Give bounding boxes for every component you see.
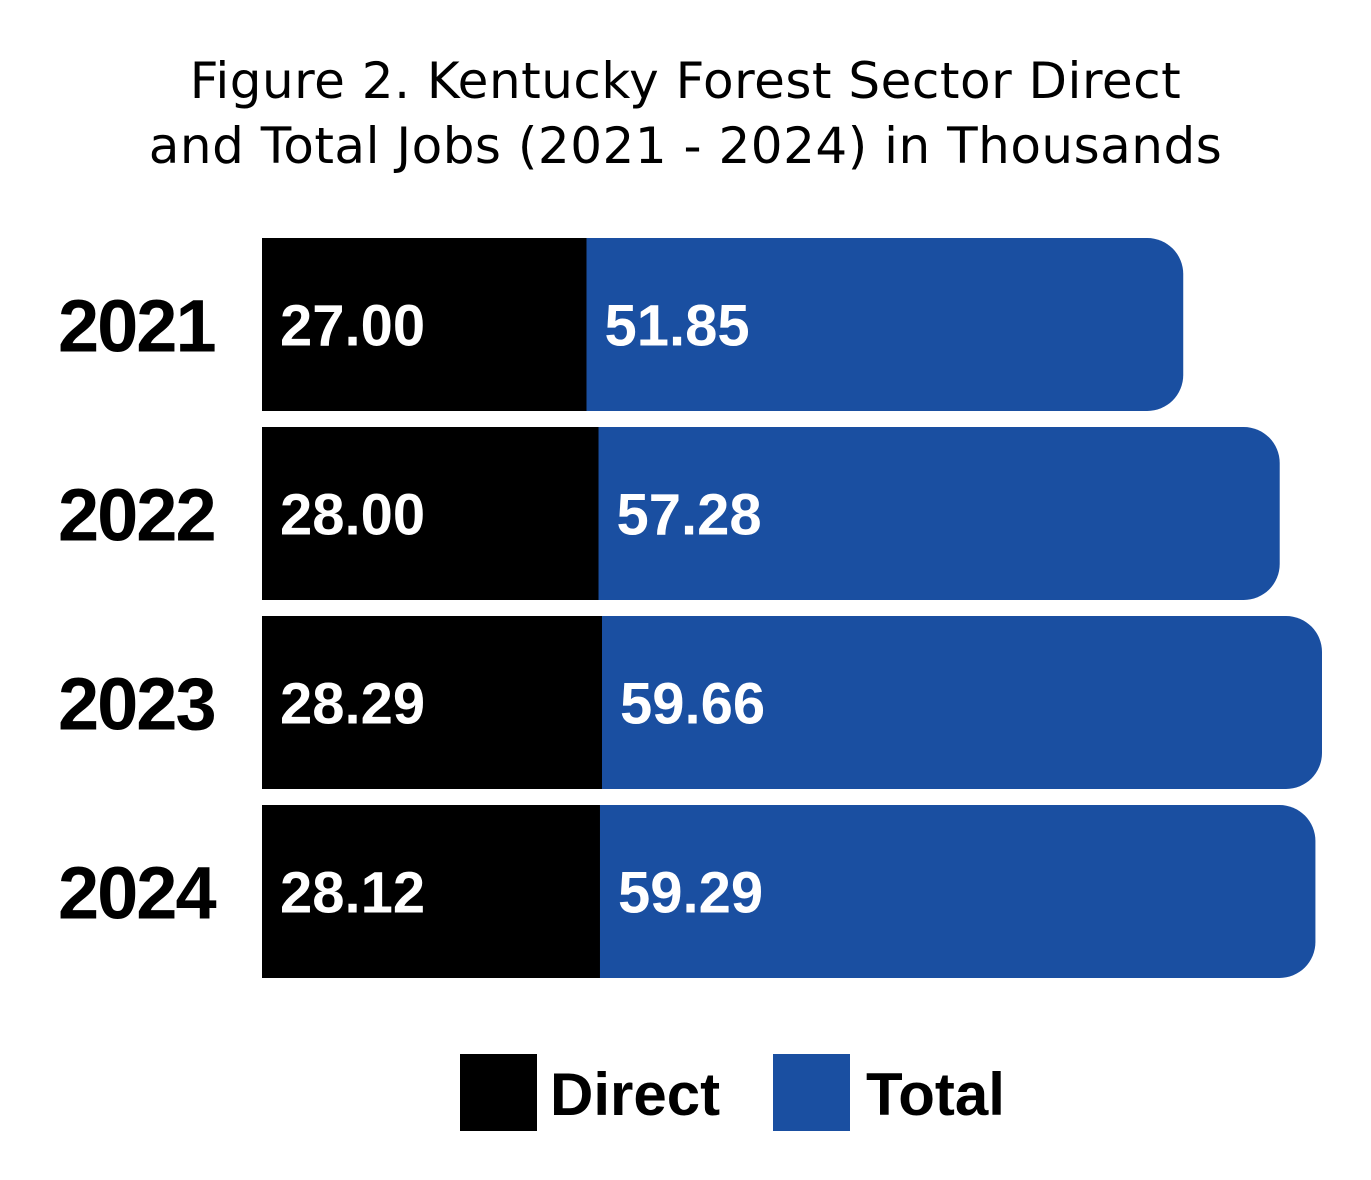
total-value-label-2023: 59.66 (620, 672, 765, 737)
year-label-2023: 2023 (58, 663, 215, 746)
year-label-2021: 2021 (58, 285, 215, 368)
chart-title-line-1: Figure 2. Kentucky Forest Sector Direct (189, 52, 1182, 110)
direct-bar-2023 (262, 616, 602, 789)
legend-label-direct: Direct (550, 1061, 720, 1128)
legend-swatch-direct (460, 1054, 537, 1131)
total-value-label-2021: 51.85 (604, 294, 749, 359)
direct-bar-2021 (262, 238, 587, 411)
direct-bar-2024 (262, 805, 600, 978)
direct-value-label-2022: 28.00 (280, 483, 425, 548)
direct-value-label-2024: 28.12 (280, 861, 425, 926)
total-value-label-2024: 59.29 (618, 861, 763, 926)
direct-value-label-2021: 27.00 (280, 294, 425, 359)
chart-title-line-2: and Total Jobs (2021 - 2024) in Thousand… (148, 117, 1223, 175)
year-label-2024: 2024 (58, 852, 216, 935)
legend-swatch-total (773, 1054, 850, 1131)
direct-value-label-2023: 28.29 (280, 672, 425, 737)
direct-bar-2022 (262, 427, 599, 600)
year-label-2022: 2022 (58, 474, 215, 557)
total-value-label-2022: 57.28 (617, 483, 762, 548)
legend-label-total: Total (866, 1061, 1005, 1128)
